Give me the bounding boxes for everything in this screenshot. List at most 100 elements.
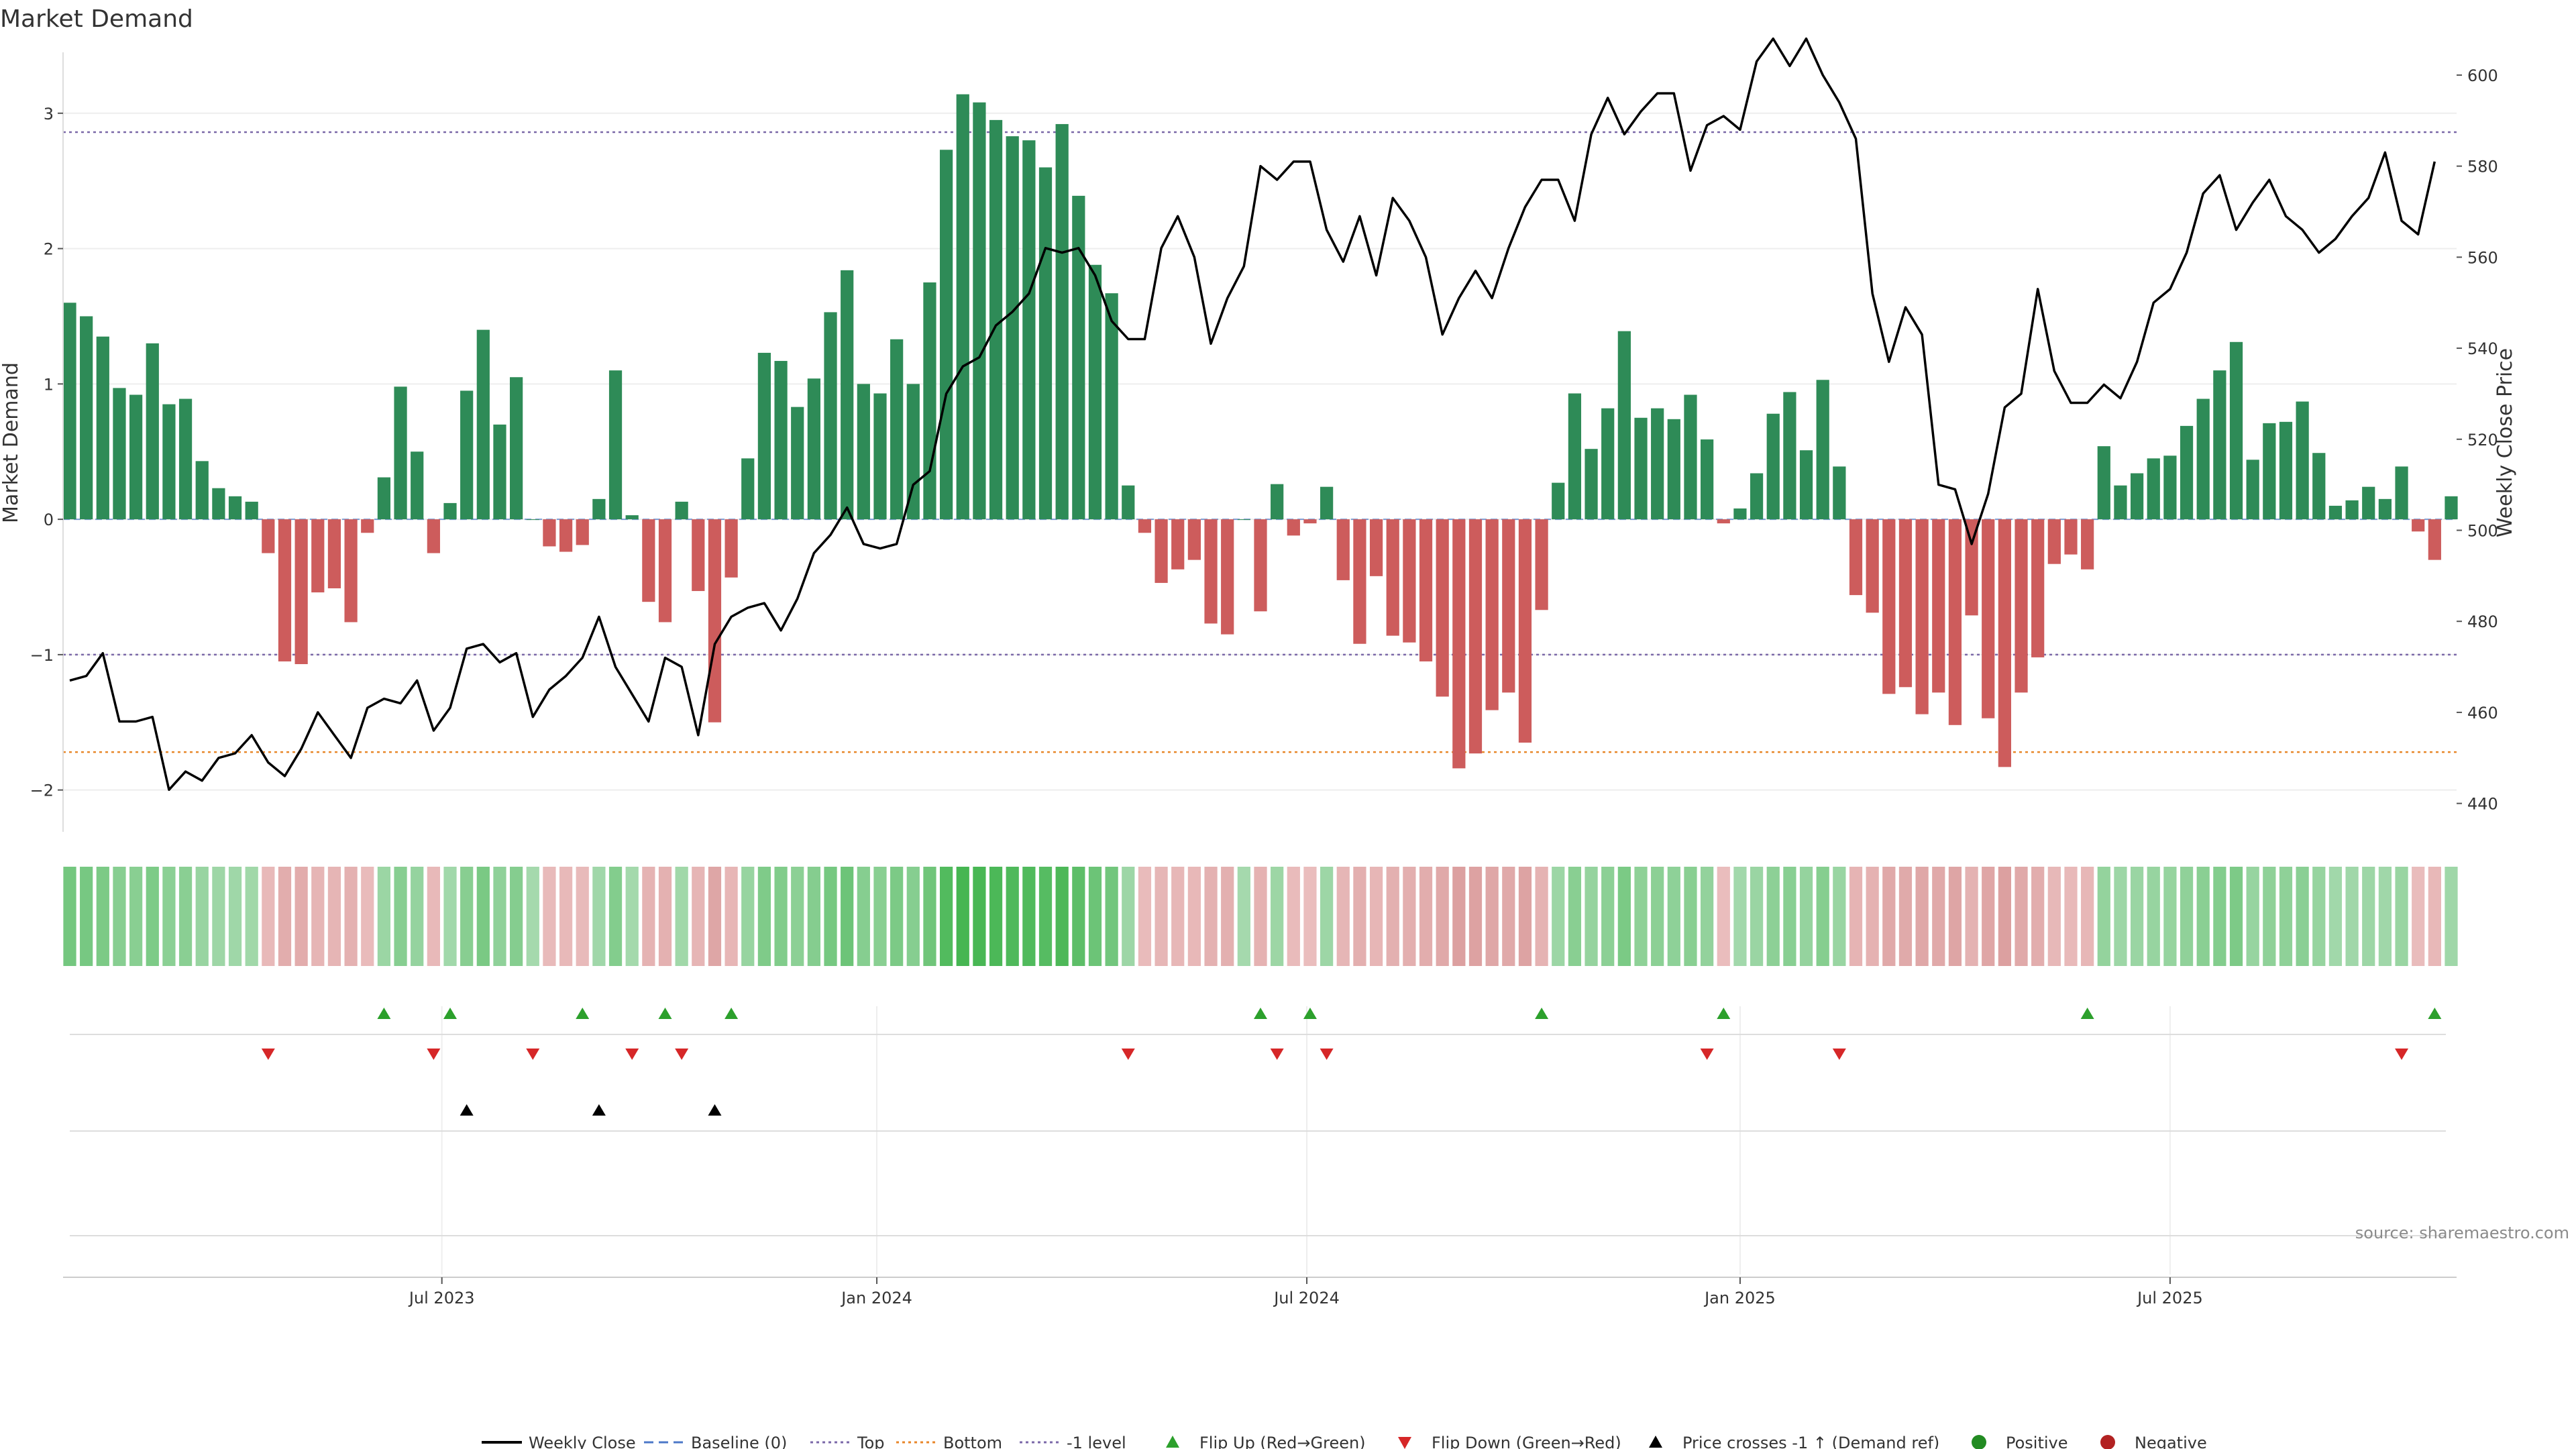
heat-cell-positive	[2328, 867, 2343, 966]
negative-demand-bar	[1155, 519, 1168, 583]
flip-up-marker	[2080, 1008, 2094, 1019]
negative-demand-bar	[1303, 519, 1317, 524]
negative-demand-bar	[2064, 519, 2078, 555]
negative-demand-bar	[1535, 519, 1548, 610]
heat-cell-negative	[1155, 867, 1168, 966]
heat-cell-negative	[327, 867, 341, 966]
legend-item: Baseline (0)	[644, 1434, 787, 1449]
positive-demand-bar	[113, 388, 126, 520]
legend-label: Price crosses -1 ↑ (Demand ref)	[1682, 1434, 1939, 1449]
heat-cell-positive	[1783, 867, 1796, 966]
x-axis: Jul 2023 Jan 2024 Jul 2024 Jan 2025 Jul 2025	[63, 1277, 2457, 1307]
heat-cell-positive	[1088, 867, 1102, 966]
heat-cell-negative	[1518, 867, 1532, 966]
heat-cell-negative	[1982, 867, 1995, 966]
positive-demand-bar	[824, 312, 837, 520]
heat-cell-positive	[2312, 867, 2326, 966]
heat-cell-positive	[245, 867, 258, 966]
heat-cell-positive	[2345, 867, 2359, 966]
heat-cell-positive	[146, 867, 159, 966]
right-tick-label: 580	[2467, 158, 2498, 176]
heat-cell-positive	[906, 867, 920, 966]
positive-demand-bar	[1568, 393, 1582, 520]
positive-demand-bar	[774, 361, 788, 520]
legend-circle-swatch	[1972, 1435, 1986, 1449]
positive-demand-bar	[1038, 167, 1053, 520]
positive-demand-bar	[2395, 466, 2408, 520]
heat-cell-positive	[807, 867, 820, 966]
heat-cell-positive	[1634, 867, 1648, 966]
flip-down-marker	[2395, 1049, 2409, 1060]
negative-demand-bar	[1849, 519, 1863, 596]
legend-label: Flip Down (Green→Red)	[1432, 1434, 1621, 1449]
heat-cell-positive	[1766, 867, 1780, 966]
positive-demand-bar	[2229, 341, 2243, 520]
positive-demand-bar	[178, 398, 193, 520]
positive-demand-bar	[1585, 449, 1598, 520]
heat-cell-negative	[294, 867, 308, 966]
heat-cell-negative	[2081, 867, 2094, 966]
positive-demand-bar	[2180, 425, 2194, 520]
positive-demand-bar	[608, 370, 623, 520]
heat-cell-negative	[1303, 867, 1317, 966]
heat-cell-negative	[1138, 867, 1152, 966]
positive-demand-bar	[873, 393, 887, 520]
heat-cell-negative	[576, 867, 589, 966]
negative-demand-bar	[543, 519, 556, 547]
legend-label: Top	[857, 1434, 885, 1449]
heat-cell-positive	[841, 867, 854, 966]
flip-down-marker	[1121, 1049, 1135, 1060]
heat-cell-negative	[692, 867, 705, 966]
negative-demand-bar	[2015, 519, 2028, 693]
flip-up-marker	[658, 1008, 672, 1019]
positive-demand-bar	[2147, 458, 2160, 520]
flip-down-marker	[427, 1049, 441, 1060]
heat-cell-positive	[956, 867, 969, 966]
positive-demand-bar	[2213, 370, 2226, 520]
negative-demand-bar	[1254, 519, 1267, 612]
positive-demand-bar	[2163, 455, 2177, 520]
positive-demand-bar	[1237, 519, 1250, 521]
positive-demand-bar	[476, 329, 490, 520]
heat-cell-positive	[2229, 867, 2243, 966]
source-note: source: sharemaestro.com	[2355, 1224, 2569, 1242]
positive-demand-bar	[1122, 485, 1135, 520]
heat-cell-positive	[774, 867, 788, 966]
negative-demand-bar	[1353, 519, 1366, 644]
positive-demand-bar	[1601, 408, 1615, 520]
positive-demand-bar	[1105, 293, 1118, 520]
heat-cell-negative	[1436, 867, 1449, 966]
legend-item: Weekly Close	[482, 1434, 636, 1449]
positive-demand-bar	[1552, 482, 1565, 520]
positive-demand-bar	[2196, 398, 2210, 520]
heat-cell-positive	[939, 867, 953, 966]
positive-demand-bar	[592, 498, 606, 520]
x-tick-label: Jul 2025	[2136, 1289, 2203, 1307]
positive-demand-bar	[923, 282, 936, 520]
positive-demand-bar	[146, 343, 159, 520]
positive-demand-bar	[807, 378, 820, 520]
positive-demand-bar	[2130, 473, 2144, 520]
heat-cell-negative	[2047, 867, 2061, 966]
heat-cell-positive	[394, 867, 407, 966]
positive-demand-bar	[791, 407, 804, 520]
right-axis-title: Weekly Close Price	[2493, 348, 2517, 537]
left-axis-title: Market Demand	[0, 362, 23, 523]
negative-demand-bar	[1403, 519, 1416, 643]
positive-demand-bar	[1799, 450, 1813, 520]
heat-cell-negative	[1468, 867, 1483, 966]
positive-demand-bar	[757, 352, 771, 520]
heat-cell-positive	[1617, 867, 1631, 966]
heat-cell-negative	[1419, 867, 1433, 966]
heat-cell-negative	[2015, 867, 2028, 966]
positive-demand-bar	[212, 488, 225, 520]
positive-demand-bar	[526, 519, 539, 521]
right-tick-label: 480	[2467, 612, 2498, 631]
positive-demand-bar	[510, 377, 523, 520]
heat-cell-positive	[411, 867, 424, 966]
legend-label: Baseline (0)	[691, 1434, 787, 1449]
positive-demand-bar	[2246, 460, 2259, 520]
heat-cell-positive	[476, 867, 490, 966]
heat-cell-positive	[2147, 867, 2160, 966]
positive-demand-bar	[493, 424, 506, 520]
